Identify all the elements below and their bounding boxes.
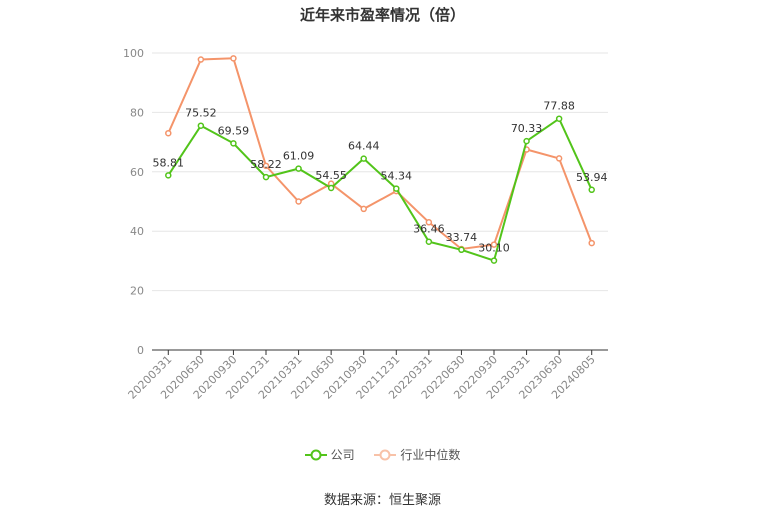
- series-point-0: [393, 185, 400, 192]
- y-tick-label: 60: [130, 166, 144, 179]
- data-label: 53.94: [576, 171, 608, 184]
- series-line-1: [167, 57, 593, 251]
- series-point-0: [165, 172, 172, 179]
- series-point-0: [425, 238, 433, 245]
- data-label: 54.55: [315, 169, 347, 182]
- legend-item-industry[interactable]: 行业中位数: [374, 446, 460, 463]
- legend-label-company: 公司: [330, 448, 355, 462]
- data-label: 33.74: [446, 231, 478, 244]
- y-tick-label: 100: [123, 47, 144, 60]
- series-point-0: [360, 155, 367, 162]
- data-label: 69.59: [218, 124, 250, 137]
- y-tick-label: 0: [137, 344, 144, 357]
- data-label: 58.22: [250, 158, 282, 171]
- y-tick-label: 40: [130, 225, 144, 238]
- legend-company-icon: [304, 449, 327, 460]
- series-point-1: [197, 56, 205, 63]
- series-point-1: [262, 162, 270, 170]
- data-label: 75.52: [185, 107, 217, 120]
- series-point-1: [425, 219, 433, 226]
- series-point-0: [230, 140, 237, 147]
- data-source: 数据来源：恒生聚源: [323, 493, 441, 508]
- series-point-0: [490, 257, 498, 264]
- series-point-1: [490, 241, 498, 248]
- series-point-0: [588, 186, 595, 194]
- legend-label-industry: 行业中位数: [400, 448, 461, 462]
- legend-industry-icon: [374, 449, 397, 460]
- y-tick-label: 20: [130, 285, 144, 298]
- series-point-0: [458, 246, 465, 254]
- series-point-1: [230, 55, 237, 62]
- legend-item-company[interactable]: 公司: [304, 446, 355, 463]
- series-point-1: [360, 205, 367, 213]
- series-point-1: [295, 198, 302, 205]
- data-label: 77.88: [543, 100, 575, 113]
- data-label: 64.44: [348, 140, 380, 153]
- series-point-0: [295, 165, 302, 172]
- series-point-0: [523, 137, 530, 145]
- line-chart: 0204060801002020033120200630202009302020…: [123, 47, 608, 402]
- data-label: 54.34: [381, 170, 413, 183]
- series-point-0: [197, 122, 205, 129]
- series-line-0: [167, 117, 593, 262]
- data-label: 58.81: [153, 156, 185, 169]
- series-point-1: [555, 155, 563, 162]
- series-point-1: [165, 129, 172, 137]
- data-label: 36.46: [413, 223, 445, 236]
- data-label: 70.33: [511, 122, 543, 135]
- data-label: 30.10: [478, 242, 510, 255]
- y-tick-label: 80: [130, 106, 144, 119]
- series-point-1: [588, 239, 595, 247]
- series-point-0: [555, 115, 563, 122]
- chart-title: 近年来市盈率情况（倍）: [299, 6, 465, 24]
- series-point-0: [327, 184, 335, 192]
- legend: 公司 行业中位数: [0, 446, 765, 465]
- series-point-0: [262, 173, 270, 181]
- data-label: 61.09: [283, 150, 315, 163]
